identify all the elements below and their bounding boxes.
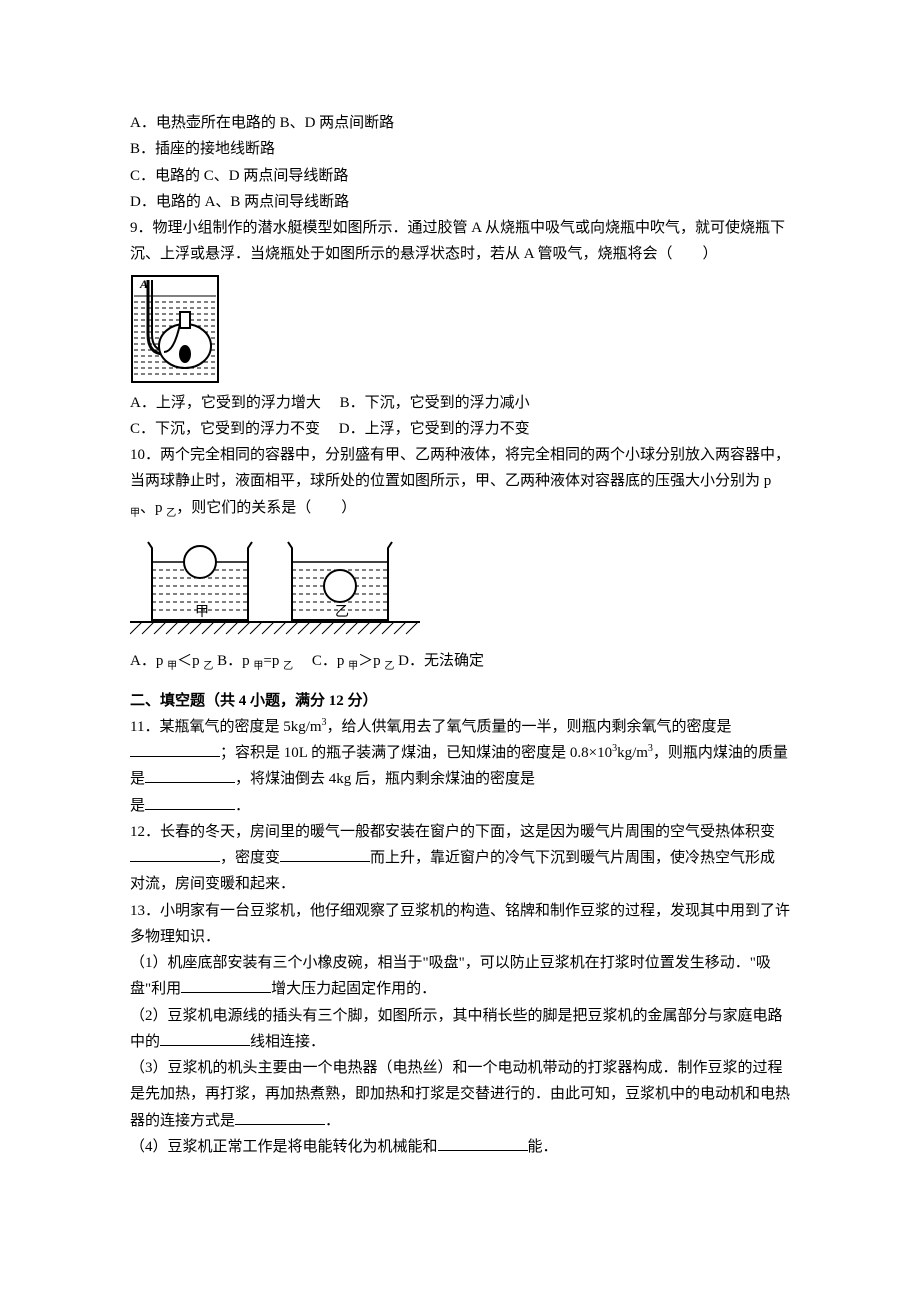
q12-mid: ，密度变 (220, 850, 280, 866)
q11-period: ． (235, 798, 250, 814)
q10-options: A．p 甲＜p 乙 B．p 甲=p 乙 C．p 甲＞p 乙 D．无法确定 (130, 648, 790, 676)
q10-c-op: ＞p (358, 653, 384, 669)
q11-unit: kg/m (617, 745, 648, 761)
q11-end: ，将煤油倒去 4kg 后，瓶内剩余煤油的密度是 (235, 771, 535, 787)
q10-label-yi: 乙 (335, 604, 349, 620)
q11-blank-1 (130, 741, 220, 758)
q12-blank-1 (130, 846, 220, 863)
q13-p4-post: 能． (528, 1139, 558, 1155)
q10-sub-jia: 甲 (130, 508, 140, 519)
q10-c-sub2: 乙 (384, 661, 394, 672)
q13-intro: 13．小明家有一台豆浆机，他仔细观察了豆浆机的构造、铭牌和制作豆浆的过程，发现其… (130, 898, 790, 951)
q11-blank-2 (145, 767, 235, 784)
q10-a-op: ＜ (177, 653, 192, 669)
q8-option-a: A．电热壶所在电路的 B、D 两点间断路 (130, 110, 790, 136)
q9-option-a: A．上浮，它受到的浮力增大 (130, 395, 321, 411)
q13-p4-blank (438, 1134, 528, 1151)
q9-figure: A (130, 274, 790, 384)
q13-p4: （4）豆浆机正常工作是将电能转化为机械能和 能． (130, 1134, 790, 1160)
q10-c-sub1: 甲 (348, 661, 358, 672)
q10-b-sub2: 乙 (283, 661, 293, 672)
q13-p2-blank (160, 1029, 250, 1046)
q10-prompt-post: ，则它们的关系是（ ） (176, 500, 356, 516)
q8-option-b: B．插座的接地线断路 (130, 136, 790, 162)
q9-prompt: 9．物理小组制作的潜水艇模型如图所示．通过胶管 A 从烧瓶中吸气或向烧瓶中吹气，… (130, 215, 790, 268)
q13-p3: （3）豆浆机的机头主要由一个电热器（电热丝）和一个电动机带动的打浆器构成．制作豆… (130, 1055, 790, 1134)
q10-prompt-mid: 、p (140, 500, 166, 516)
q10-figure: 甲 乙 (130, 530, 790, 640)
q11-blank-3 (145, 793, 235, 810)
q8-option-d: D．电路的 A、B 两点间导线断路 (130, 189, 790, 215)
q10-prompt: 10．两个完全相同的容器中，分别盛有甲、乙两种液体，将完全相同的两个小球分别放入… (130, 442, 790, 522)
q9-options-ab: A．上浮，它受到的浮力增大 B．下沉，它受到的浮力减小 (130, 390, 790, 416)
q13-p3-post: ． (325, 1113, 340, 1129)
q13-p4-pre: （4）豆浆机正常工作是将电能转化为机械能和 (130, 1139, 438, 1155)
q10-c-pre: C．p (312, 653, 348, 669)
q11-mid: ，给人供氧用去了氧气质量的一半，则瓶内剩余氧气的密度是 (327, 719, 732, 735)
q13-p1-post: 增大压力起固定作用的． (271, 981, 436, 997)
q10-b-op: =p (263, 653, 283, 669)
q8-option-c: C．电路的 C、D 两点间导线断路 (130, 163, 790, 189)
q10-label-jia: 甲 (195, 605, 209, 620)
q9-options-cd: C．下沉，它受到的浮力不变 D．上浮，它受到的浮力不变 (130, 416, 790, 442)
q10-a-sub1: 甲 (167, 661, 177, 672)
q10-prompt-pre: 10．两个完全相同的容器中，分别盛有甲、乙两种液体，将完全相同的两个小球分别放入… (130, 447, 790, 489)
q10-option-b: B．p 甲=p 乙 (217, 653, 293, 669)
q12-blank-2 (280, 846, 370, 863)
section2-title: 二、填空题（共 4 小题，满分 12 分） (130, 688, 790, 714)
q10-option-d: D．无法确定 (398, 653, 484, 669)
q11-after: ；容积是 10L 的瓶子装满了煤油，已知煤油的密度是 0.8×10 (220, 745, 612, 761)
q10-option-c: C．p 甲＞p 乙 (312, 653, 395, 669)
q13-p3-blank (235, 1108, 325, 1125)
q11-text: 11．某瓶氧气的密度是 5kg/m3，给人供氧用去了氧气质量的一半，则瓶内剩余氧… (130, 714, 790, 819)
q13-p2: （2）豆浆机电源线的插头有三个脚，如图所示，其中稍长些的脚是把豆浆机的金属部分与… (130, 1003, 790, 1056)
q10-option-a: A．p 甲＜p 乙 (130, 653, 213, 669)
q10-b-sub1: 甲 (253, 661, 263, 672)
q11-pre: 11．某瓶氧气的密度是 5kg/m (130, 719, 322, 735)
q10-sub-yi: 乙 (166, 508, 176, 519)
q13-p3-pre: （3）豆浆机的机头主要由一个电热器（电热丝）和一个电动机带动的打浆器构成．制作豆… (130, 1060, 790, 1129)
q13-p2-post: 线相连接． (250, 1034, 325, 1050)
q12-pre: 12．长春的冬天，房间里的暖气一般都安装在窗户的下面，这是因为暖气片周围的空气受… (130, 824, 775, 840)
q9-option-d: D．上浮，它受到的浮力不变 (339, 421, 530, 437)
q9-option-b: B．下沉，它受到的浮力减小 (340, 395, 530, 411)
q13-p1-blank (181, 977, 271, 994)
q10-b-pre: B．p (217, 653, 253, 669)
q10-a-sub2: 乙 (203, 661, 213, 672)
q13-p1: （1）机座底部安装有三个小橡皮碗，相当于"吸盘"，可以防止豆浆机在打浆时位置发生… (130, 950, 790, 1003)
q9-option-c: C．下沉，它受到的浮力不变 (130, 421, 320, 437)
q12-text: 12．长春的冬天，房间里的暖气一般都安装在窗户的下面，这是因为暖气片周围的空气受… (130, 819, 790, 898)
q10-a-pre: A．p (130, 653, 167, 669)
